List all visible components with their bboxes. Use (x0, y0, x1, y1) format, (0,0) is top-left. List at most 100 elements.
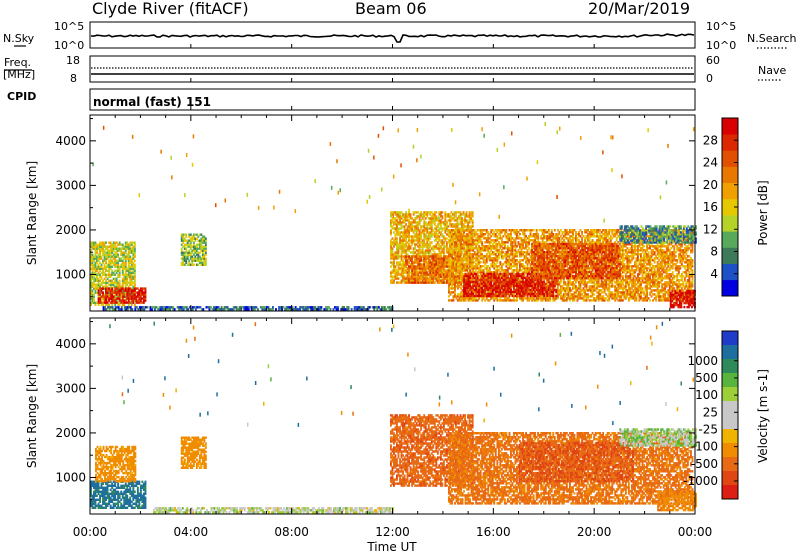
data-cell (108, 291, 111, 294)
data-cell (191, 257, 194, 260)
data-cell (128, 306, 131, 309)
data-cell (115, 289, 118, 292)
data-cell (118, 281, 121, 284)
data-cell (111, 303, 114, 306)
data-cell (391, 227, 394, 230)
data-cell (93, 245, 95, 248)
data-cell (442, 243, 445, 246)
data-cell (382, 308, 385, 311)
data-cell (458, 251, 460, 254)
data-cell (97, 273, 100, 276)
data-cell (120, 263, 123, 266)
data-cell (132, 265, 135, 268)
data-cell (408, 223, 410, 226)
data-cell (152, 306, 155, 309)
data-cell (394, 235, 397, 238)
data-cell (130, 259, 133, 262)
data-cell (444, 231, 447, 234)
data-cell (402, 239, 404, 242)
data-cell (393, 271, 395, 274)
data-cell (132, 287, 135, 290)
data-cell (191, 251, 194, 254)
data-cell (90, 257, 92, 260)
data-cell (423, 245, 426, 248)
data-cell (200, 308, 203, 311)
data-cell (99, 289, 101, 292)
data-cell (430, 211, 433, 214)
data-cell (423, 219, 426, 222)
data-cell (403, 261, 406, 264)
data-cell (405, 237, 407, 240)
data-cell (481, 241, 484, 244)
data-cell (116, 306, 119, 309)
data-cell (238, 306, 241, 309)
data-cell (117, 261, 120, 264)
data-cell (433, 251, 436, 254)
data-cell (99, 301, 101, 304)
data-cell (127, 275, 130, 278)
data-cell (91, 255, 94, 258)
data-cell (105, 253, 107, 256)
data-cell (188, 259, 191, 262)
data-cell (403, 279, 406, 282)
data-cell (409, 271, 412, 274)
data-cell (424, 227, 427, 230)
data-cell (400, 271, 403, 274)
data-cell (423, 241, 426, 244)
data-cell (445, 229, 448, 232)
data-cell (195, 249, 198, 252)
data-cell (90, 275, 92, 278)
data-cell (397, 215, 400, 218)
data-cell (97, 243, 100, 246)
data-cell (124, 287, 127, 290)
data-cell (290, 306, 293, 309)
data-cell (106, 263, 109, 266)
data-cell (126, 245, 129, 248)
data-cell (219, 308, 221, 311)
data-cell (191, 237, 194, 240)
data-cell (505, 229, 508, 232)
data-cell (397, 253, 400, 256)
data-cell (123, 308, 126, 311)
data-cell (399, 273, 401, 276)
data-cell (114, 263, 117, 266)
data-cell (418, 231, 421, 234)
data-cell (90, 291, 92, 294)
data-cell (396, 251, 398, 254)
data-cell (183, 259, 186, 262)
data-cell (403, 237, 406, 240)
data-cell (200, 261, 203, 264)
data-cell (115, 297, 118, 300)
data-cell (155, 306, 158, 309)
data-cell (149, 306, 152, 309)
data-cell (449, 219, 451, 222)
data-cell (129, 265, 132, 268)
data-cell (450, 223, 453, 226)
data-cell (192, 241, 195, 244)
data-cell (436, 219, 439, 222)
data-cell (121, 287, 124, 290)
data-cell (195, 263, 198, 266)
data-cell (111, 297, 114, 300)
data-cell (420, 211, 423, 214)
data-cell (129, 275, 132, 278)
data-cell (445, 243, 448, 246)
data-cell (197, 255, 200, 258)
data-cell (396, 257, 398, 260)
data-cell (403, 275, 406, 278)
data-cell (132, 285, 135, 288)
data-cell (393, 245, 395, 248)
data-cell (120, 287, 123, 290)
data-cell (444, 259, 447, 262)
data-cell (103, 267, 106, 270)
data-cell (450, 217, 453, 220)
data-cell (405, 281, 407, 284)
data-cell (435, 235, 438, 238)
data-cell (391, 277, 394, 280)
data-cell (96, 247, 98, 250)
data-cell (197, 306, 200, 309)
data-cell (420, 249, 423, 252)
data-cell (430, 225, 433, 228)
data-cell (396, 219, 398, 222)
data-cell (432, 215, 435, 218)
